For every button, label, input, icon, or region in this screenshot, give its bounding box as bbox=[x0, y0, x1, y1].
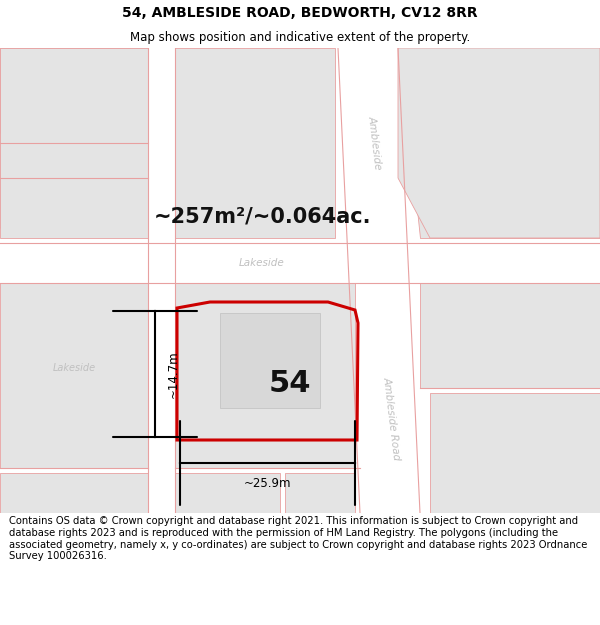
Polygon shape bbox=[400, 48, 600, 238]
Text: Ambleside: Ambleside bbox=[367, 116, 383, 171]
Text: ~14.7m: ~14.7m bbox=[167, 350, 180, 398]
Polygon shape bbox=[398, 48, 600, 238]
Polygon shape bbox=[430, 393, 600, 513]
Polygon shape bbox=[0, 283, 148, 468]
Polygon shape bbox=[0, 48, 175, 228]
Text: 54: 54 bbox=[269, 369, 311, 398]
Text: Lakeside: Lakeside bbox=[239, 258, 285, 268]
Text: Lakeside: Lakeside bbox=[52, 363, 95, 373]
Text: ~257m²/~0.064ac.: ~257m²/~0.064ac. bbox=[153, 206, 371, 226]
Polygon shape bbox=[220, 313, 320, 408]
Polygon shape bbox=[0, 243, 600, 283]
Polygon shape bbox=[420, 283, 600, 388]
Polygon shape bbox=[0, 48, 130, 133]
Polygon shape bbox=[338, 48, 420, 513]
Polygon shape bbox=[285, 473, 355, 513]
Text: Contains OS data © Crown copyright and database right 2021. This information is : Contains OS data © Crown copyright and d… bbox=[9, 516, 587, 561]
Polygon shape bbox=[175, 473, 280, 513]
Polygon shape bbox=[0, 48, 148, 238]
Text: ~25.9m: ~25.9m bbox=[244, 477, 291, 490]
Text: Map shows position and indicative extent of the property.: Map shows position and indicative extent… bbox=[130, 31, 470, 44]
Polygon shape bbox=[148, 48, 175, 513]
Text: Ambleside Road: Ambleside Road bbox=[382, 376, 402, 461]
Polygon shape bbox=[175, 283, 355, 468]
Polygon shape bbox=[175, 48, 335, 238]
Polygon shape bbox=[0, 473, 148, 513]
Text: 54, AMBLESIDE ROAD, BEDWORTH, CV12 8RR: 54, AMBLESIDE ROAD, BEDWORTH, CV12 8RR bbox=[122, 6, 478, 21]
